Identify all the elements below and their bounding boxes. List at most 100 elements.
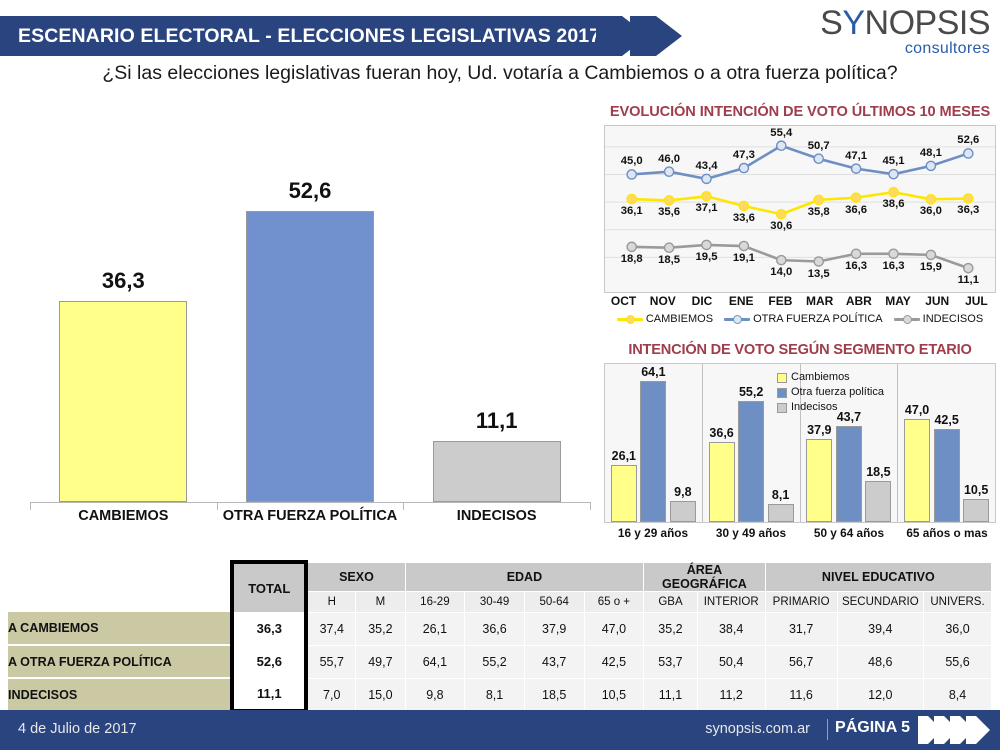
evolution-value-label: 36,3 [957, 204, 980, 217]
age-segment-bar: 9,8 [669, 485, 696, 522]
evolution-legend-item[interactable]: CAMBIEMOS [616, 313, 713, 325]
evolution-value-label: 13,5 [807, 267, 830, 280]
table-cell-total: 11,1 [230, 678, 309, 713]
age-segment-value-label: 55,2 [738, 384, 764, 399]
evolution-series-line [631, 190, 969, 216]
age-segment-chart-title: INTENCIÓN DE VOTO SEGÚN SEGMENTO ETARIO [628, 342, 972, 358]
table-header-subcol: PRIMARIO [764, 590, 838, 613]
footer-bar: 4 de Julio de 2017 synopsis.com.ar PÁGIN… [0, 710, 1000, 750]
evolution-value-label: 55,4 [770, 126, 793, 139]
evolution-line-chart: EVOLUCIÓN INTENCIÓN DE VOTO ÚLTIMOS 10 M… [604, 104, 996, 326]
evolution-data-point [701, 239, 712, 251]
table-cell: 7,0 [305, 677, 357, 712]
evolution-data-point [850, 192, 862, 203]
age-segment-bar: 43,7 [835, 410, 862, 522]
age-segment-bar: 18,5 [865, 465, 892, 522]
evolution-legend-label: INDECISOS [922, 313, 984, 325]
evolution-legend-item[interactable]: OTRA FUERZA POLÍTICA [724, 313, 883, 325]
evolution-value-label: 11,1 [957, 274, 979, 287]
table-row: A OTRA FUERZA POLÍTICA 52,6 55,7 49,7 64,1 55… [8, 644, 992, 679]
evolution-value-label: 36,0 [919, 205, 942, 218]
evolution-month-label: JUN [925, 294, 950, 308]
evolution-data-point [626, 193, 638, 205]
table-cell-total: 52,6 [230, 645, 309, 678]
main-bar-rect [59, 301, 188, 502]
table-header-total: TOTAL [230, 560, 309, 612]
age-segment-bar-rect [708, 441, 735, 522]
evolution-data-point [962, 148, 974, 159]
evolution-value-label: 16,3 [845, 259, 868, 272]
table-header-subcol: 50-64 [523, 590, 585, 613]
table-cell: 37,4 [305, 611, 357, 646]
evolution-data-point [925, 249, 937, 261]
age-segment-legend-item[interactable]: Indecisos [777, 400, 884, 415]
evolution-value-label: 18,8 [620, 252, 643, 265]
table-header-group: NIVEL EDUCATIVO [764, 561, 993, 592]
evolution-data-point [962, 193, 974, 204]
table-header-subcol: 16-29 [404, 590, 466, 613]
evolution-data-point [850, 248, 862, 260]
age-segment-bar-rect [963, 498, 990, 522]
evolution-data-point [888, 248, 899, 260]
evolution-data-point [775, 254, 787, 266]
evolution-month-label: NOV [649, 294, 676, 308]
table-cell: 8,4 [923, 677, 992, 712]
evolution-data-point [775, 140, 787, 152]
age-segment-panel: 37,9 43,7 18,5 [799, 364, 898, 522]
table-cell: 26,1 [404, 611, 466, 646]
evolution-plot-area: 36,1 35,6 37,1 33,6 30,6 35,8 36,6 38,6 36,0 36,3… [604, 125, 996, 293]
table-corner-blank [8, 562, 233, 612]
age-segment-value-label: 10,5 [963, 482, 989, 497]
age-segment-value-label: 42,5 [934, 412, 959, 427]
table-cell: 37,9 [523, 611, 585, 646]
evolution-data-point [663, 195, 675, 206]
main-bar-group: 36,3 [30, 130, 217, 502]
evolution-month-label: MAR [805, 294, 834, 308]
table-header-subcol: 30-49 [464, 590, 525, 613]
main-bar-rect [245, 210, 374, 502]
age-segment-bar: 47,0 [904, 403, 931, 522]
age-segment-bar-chart: INTENCIÓN DE VOTO SEGÚN SEGMENTO ETARIO … [604, 342, 996, 547]
table-cell: 49,7 [355, 644, 406, 679]
age-segment-legend-item[interactable]: Cambiemos [777, 370, 884, 385]
table-header-subcol: SECUNDARIO [836, 590, 925, 613]
header-title-bar: ESCENARIO ELECTORAL - ELECCIONES LEGISLA… [0, 16, 660, 56]
main-bar-axis-line [30, 502, 590, 503]
table-cell: 11,1 [643, 677, 698, 712]
evolution-month-label: ABR [845, 294, 872, 308]
logo-pre: S [820, 4, 843, 42]
brand-logo: SYNOPSIS consultores [790, 6, 990, 57]
age-segment-bar: 26,1 [610, 449, 637, 522]
evolution-value-label: 30,6 [770, 220, 793, 233]
page-title: ESCENARIO ELECTORAL - ELECCIONES LEGISLA… [18, 24, 661, 47]
evolution-value-label: 36,1 [620, 205, 643, 218]
table-header-subcol: INTERIOR [696, 590, 766, 613]
evolution-data-point [626, 241, 638, 253]
evolution-value-label: 48,1 [919, 146, 942, 159]
evolution-data-point [925, 160, 937, 172]
evolution-month-label: FEB [768, 294, 793, 308]
age-segment-category-label: 16 y 29 años [617, 526, 689, 540]
age-segment-legend-swatch [777, 387, 787, 398]
evolution-value-label: 47,3 [732, 149, 755, 162]
evolution-value-label: 38,6 [882, 198, 905, 211]
evolution-legend: CAMBIEMOS OTRA FUERZA POLÍTICA INDECISOS [604, 313, 996, 325]
table-cell: 38,4 [696, 611, 766, 646]
evolution-data-point [888, 168, 899, 180]
table-header-subcol: 65 o + [583, 590, 645, 613]
evolution-value-label: 19,5 [695, 250, 718, 263]
evolution-data-point [701, 190, 712, 202]
age-segment-bar: 10,5 [963, 483, 990, 522]
footer-website[interactable]: synopsis.com.ar [705, 721, 810, 737]
age-segment-legend-item[interactable]: Otra fuerza política [777, 385, 884, 400]
age-segment-bar-rect [767, 504, 794, 522]
evolution-legend-item[interactable]: INDECISOS [893, 313, 984, 325]
evolution-data-point [925, 194, 937, 205]
age-segment-bar: 37,9 [806, 423, 833, 522]
age-segment-bar-group: 37,9 43,7 18,5 [806, 364, 892, 522]
table-cell: 42,5 [583, 644, 645, 679]
table-header-group-row: TOTAL SEXO EDAD ÁREA GEOGRÁFICA NIVEL EDUCAT… [8, 560, 993, 612]
age-segment-category-label: 30 y 49 años [715, 526, 787, 540]
table-cell: 11,6 [764, 677, 838, 712]
